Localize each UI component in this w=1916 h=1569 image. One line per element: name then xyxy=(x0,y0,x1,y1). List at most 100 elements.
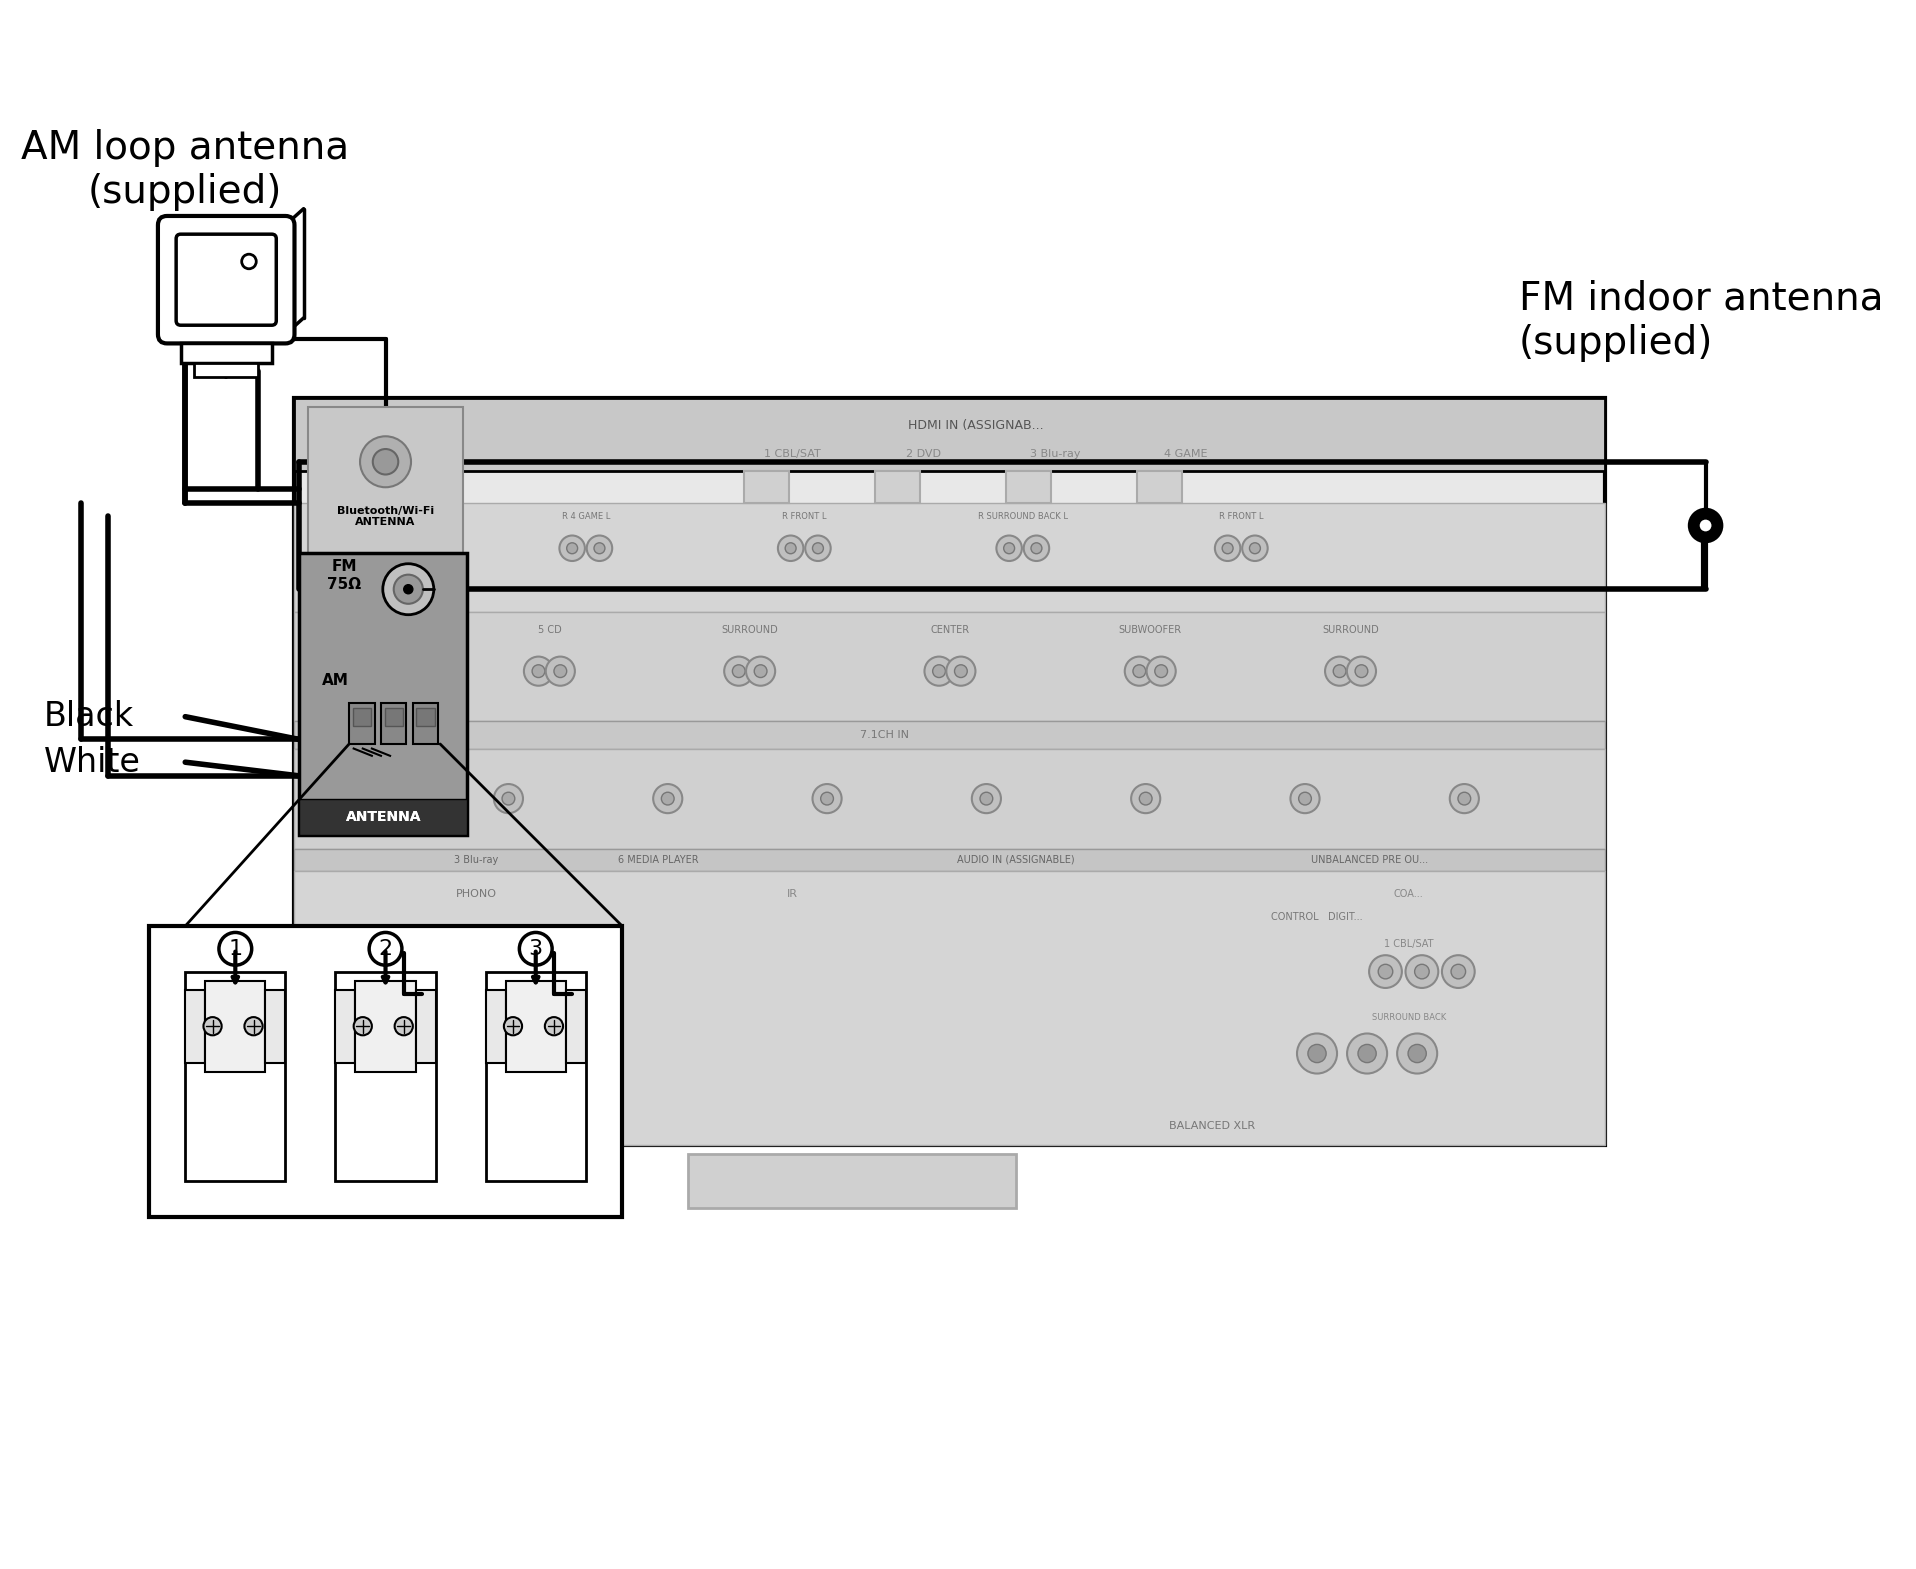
Circle shape xyxy=(1406,956,1439,988)
Circle shape xyxy=(786,543,797,554)
Text: 7.1CH IN: 7.1CH IN xyxy=(860,730,908,741)
Text: R 1 CBL/SAT L: R 1 CBL/SAT L xyxy=(337,511,397,521)
Circle shape xyxy=(395,1017,412,1036)
Circle shape xyxy=(502,792,515,805)
Circle shape xyxy=(724,656,753,686)
Bar xyxy=(264,990,285,1062)
Circle shape xyxy=(567,543,577,554)
Circle shape xyxy=(778,535,803,562)
Circle shape xyxy=(812,784,841,813)
Circle shape xyxy=(1408,1045,1426,1062)
Text: IR: IR xyxy=(787,890,799,899)
Bar xyxy=(205,981,264,1072)
Bar xyxy=(381,703,406,744)
Text: AM: AM xyxy=(322,673,349,687)
Circle shape xyxy=(354,1017,372,1036)
Circle shape xyxy=(996,535,1021,562)
Circle shape xyxy=(374,449,399,474)
Circle shape xyxy=(241,254,257,268)
Text: 1 CBL/SAT: 1 CBL/SAT xyxy=(764,449,822,460)
Text: UNBALANCED PRE OU...: UNBALANCED PRE OU... xyxy=(1311,855,1427,865)
Circle shape xyxy=(1414,965,1429,979)
Bar xyxy=(180,344,272,364)
Circle shape xyxy=(971,784,1000,813)
Bar xyxy=(356,981,416,1072)
Text: R 4 GAME L: R 4 GAME L xyxy=(561,511,609,521)
Text: R SURROUND BACK L: R SURROUND BACK L xyxy=(977,511,1067,521)
Circle shape xyxy=(331,665,345,678)
Circle shape xyxy=(755,665,766,678)
Bar xyxy=(412,703,439,744)
Circle shape xyxy=(345,656,376,686)
Bar xyxy=(295,748,1606,849)
Text: 6 MEDIA PLAYER: 6 MEDIA PLAYER xyxy=(619,855,699,865)
Bar xyxy=(186,971,285,1181)
Bar xyxy=(194,364,259,377)
Circle shape xyxy=(1004,543,1015,554)
Circle shape xyxy=(1215,535,1240,562)
Text: 2 DVD: 2 DVD xyxy=(906,449,941,460)
Circle shape xyxy=(533,665,544,678)
Bar xyxy=(743,471,789,502)
Text: SURROUND BACK: SURROUND BACK xyxy=(1372,1012,1447,1021)
Circle shape xyxy=(1450,965,1466,979)
Bar xyxy=(506,981,565,1072)
Text: AM loop antenna
(supplied): AM loop antenna (supplied) xyxy=(21,130,349,212)
Circle shape xyxy=(1130,784,1161,813)
Text: FM
75Ω: FM 75Ω xyxy=(328,560,362,592)
Bar xyxy=(149,926,623,1218)
Bar xyxy=(565,990,586,1062)
Circle shape xyxy=(1458,792,1471,805)
Bar xyxy=(349,703,376,744)
Circle shape xyxy=(594,543,605,554)
Bar xyxy=(295,612,1606,722)
Circle shape xyxy=(360,436,412,488)
Text: SURROUND: SURROUND xyxy=(1322,624,1380,635)
Text: SUBWOOFER: SUBWOOFER xyxy=(1119,624,1182,635)
Circle shape xyxy=(661,792,674,805)
Text: R FRONT L: R FRONT L xyxy=(782,511,826,521)
Text: ANTENNA: ANTENNA xyxy=(345,810,422,824)
Circle shape xyxy=(947,656,975,686)
Text: 1: 1 xyxy=(228,938,243,959)
Text: 2: 2 xyxy=(379,938,393,959)
Bar xyxy=(1006,471,1052,502)
Circle shape xyxy=(1370,956,1403,988)
Text: 3: 3 xyxy=(529,938,542,959)
Text: 4 GAME: 4 GAME xyxy=(1165,449,1207,460)
Text: CENTER: CENTER xyxy=(931,624,969,635)
Circle shape xyxy=(820,792,833,805)
Circle shape xyxy=(954,665,968,678)
Circle shape xyxy=(979,792,992,805)
Text: SURROUND: SURROUND xyxy=(720,624,778,635)
Circle shape xyxy=(383,563,433,615)
Text: PHONO: PHONO xyxy=(456,890,496,899)
Circle shape xyxy=(354,665,366,678)
Bar xyxy=(353,708,372,726)
Bar xyxy=(295,399,1606,471)
Circle shape xyxy=(370,932,402,965)
Text: White: White xyxy=(44,745,142,778)
Circle shape xyxy=(1347,656,1376,686)
Text: Bluetooth/Wi-Fi
ANTENNA: Bluetooth/Wi-Fi ANTENNA xyxy=(337,505,435,527)
Bar xyxy=(295,871,1606,1144)
Text: FM indoor antenna
(supplied): FM indoor antenna (supplied) xyxy=(1519,279,1883,362)
Circle shape xyxy=(368,535,393,562)
Circle shape xyxy=(554,665,567,678)
Bar xyxy=(416,708,435,726)
Text: 2 DVD: 2 DVD xyxy=(333,624,364,635)
Circle shape xyxy=(925,656,954,686)
Bar xyxy=(186,990,205,1062)
Bar xyxy=(299,552,468,835)
Circle shape xyxy=(393,574,423,604)
Circle shape xyxy=(1146,656,1176,686)
Circle shape xyxy=(203,1017,222,1036)
Circle shape xyxy=(1023,535,1050,562)
Circle shape xyxy=(376,543,387,554)
Bar xyxy=(485,971,586,1181)
Circle shape xyxy=(1297,1034,1337,1073)
Circle shape xyxy=(404,585,412,593)
Circle shape xyxy=(1378,965,1393,979)
Circle shape xyxy=(523,656,554,686)
Circle shape xyxy=(805,535,832,562)
